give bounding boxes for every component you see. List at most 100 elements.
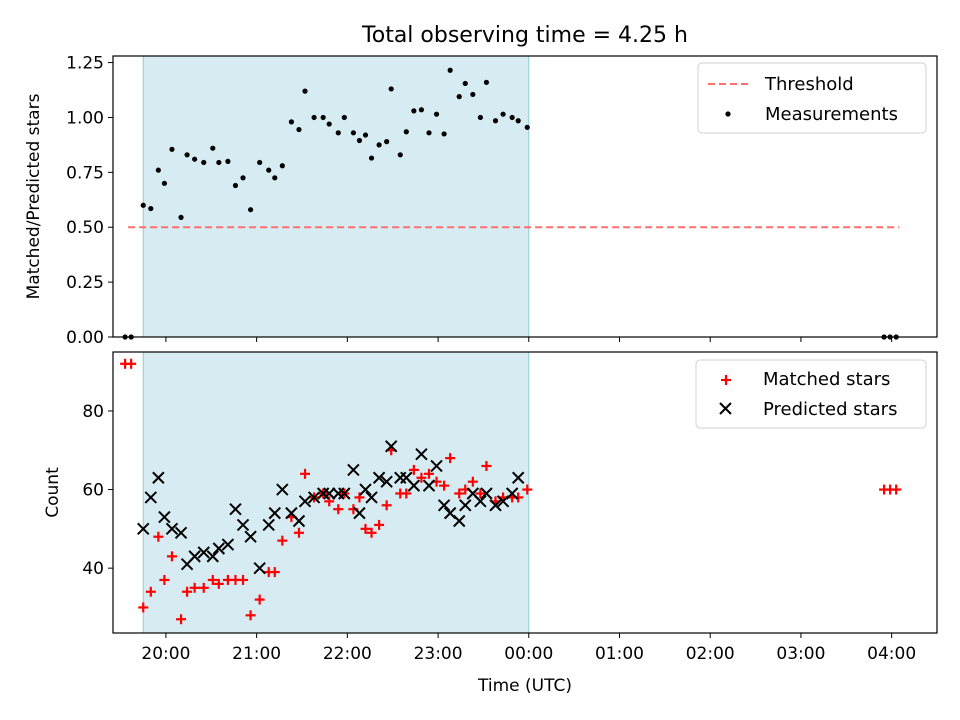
predicted-star-marker: [359, 483, 372, 496]
predicted-star-marker: [459, 499, 472, 512]
predicted-star-marker: [292, 514, 306, 528]
measurement-point: [178, 214, 184, 220]
matched-star-marker: [401, 488, 412, 499]
legend-measurement-swatch: [725, 111, 731, 117]
matched-star-marker: [467, 476, 478, 487]
measurement-point: [456, 94, 462, 100]
measurement-point: [216, 159, 222, 166]
measurement-point: [184, 152, 190, 158]
measurement-point: [140, 202, 146, 208]
measurement-point: [279, 163, 285, 169]
measurement-point: [257, 159, 263, 166]
x-tick-label: 00:00: [504, 644, 553, 664]
matched-star-marker: [381, 500, 392, 511]
predicted-star-marker: [174, 526, 188, 539]
measurement-point: [225, 158, 231, 164]
measurement-point: [247, 207, 254, 213]
matched-star-marker: [213, 578, 224, 589]
predicted-star-marker: [480, 487, 493, 500]
x-tick-label: 03:00: [776, 644, 825, 664]
bottom-y-axis-label: Count: [43, 467, 63, 518]
predicted-star-marker: [353, 506, 366, 520]
legend-measurements-label: Measurements: [765, 104, 898, 125]
measurement-point: [397, 152, 403, 158]
predicted-star-marker: [262, 518, 275, 532]
predicted-star-marker: [322, 487, 336, 500]
measurement-point: [296, 126, 302, 133]
x-tick-label: 04:00: [867, 644, 916, 664]
measurement-point: [155, 167, 161, 173]
measurement-point: [447, 67, 453, 73]
predicted-star-marker: [489, 499, 502, 512]
measurement-point: [201, 159, 207, 166]
measurement-point: [240, 175, 246, 181]
predicted-star-marker: [188, 550, 201, 563]
matched-star-marker: [423, 468, 434, 479]
legend-matched-swatch: [721, 375, 731, 385]
matched-star-marker: [166, 551, 177, 562]
predicted-star-marker: [422, 479, 436, 492]
matched-star-marker: [293, 527, 304, 538]
measurement-point: [492, 118, 499, 124]
matched-star-marker: [153, 531, 164, 542]
matched-star-marker: [475, 488, 486, 499]
matched-star-marker: [182, 586, 193, 597]
predicted-star-marker: [206, 550, 219, 563]
predicted-star-marker: [430, 459, 443, 473]
top-y-axis-label: Matched/Predicted stars: [24, 93, 44, 299]
matched-star-markers: [120, 358, 902, 625]
predicted-star-marker: [244, 530, 257, 543]
matched-star-marker: [207, 574, 218, 585]
measurement-point: [462, 80, 468, 87]
measurement-point: [288, 119, 295, 125]
legend-matched-label: Matched stars: [763, 369, 890, 390]
matched-star-marker: [408, 464, 419, 475]
measurement-point: [161, 180, 168, 186]
x-tick-label: 02:00: [686, 644, 735, 664]
predicted-star-marker: [338, 487, 351, 500]
predicted-star-marker: [380, 475, 393, 488]
measurement-point: [320, 114, 326, 121]
matched-star-marker: [454, 488, 465, 499]
measurement-point: [515, 118, 521, 124]
predicted-star-marker: [511, 471, 525, 484]
matched-star-marker: [360, 523, 371, 534]
matched-star-marker: [354, 492, 365, 503]
top-y-tick-label: 0.00: [66, 328, 104, 348]
predicted-star-marker: [152, 471, 165, 484]
measurement-point: [311, 114, 317, 121]
matched-star-marker: [445, 453, 456, 464]
measurement-point: [326, 121, 332, 127]
predicted-star-marker: [144, 491, 158, 504]
measurement-point: [477, 114, 483, 121]
predicted-star-marker: [365, 491, 378, 504]
matched-star-marker: [366, 527, 377, 538]
predicted-star-marker: [158, 510, 171, 524]
measurement-point: [418, 107, 425, 113]
measurement-point: [169, 146, 175, 152]
bottom-axis-ticks: 40 60 80 20:00 21:00 22:00 23:00 00:00 01:00 02:0…: [82, 402, 916, 664]
predicted-star-marker: [253, 561, 266, 575]
matched-star-marker: [269, 567, 280, 578]
predicted-star-marker: [197, 546, 210, 559]
measurement-point: [192, 156, 198, 162]
measurement-point: [210, 145, 216, 151]
matched-star-marker: [333, 504, 344, 515]
predicted-star-markers: [137, 440, 525, 575]
legend-threshold-label: Threshold: [764, 74, 854, 95]
measurement-point: [441, 131, 447, 137]
measurement-point: [433, 111, 440, 117]
predicted-star-marker: [415, 447, 428, 461]
measurement-point: [272, 175, 278, 181]
measurement-point: [483, 79, 490, 85]
predicted-star-marker: [307, 491, 321, 504]
x-tick-label: 22:00: [323, 644, 372, 664]
bottom-plot-frame: [112, 351, 938, 634]
matched-star-marker: [145, 586, 156, 597]
x-tick-label: 23:00: [414, 644, 463, 664]
measurement-point: [384, 139, 390, 145]
top-plot-frame: [112, 55, 938, 338]
matched-star-marker: [374, 519, 385, 530]
matched-star-marker: [245, 610, 256, 621]
